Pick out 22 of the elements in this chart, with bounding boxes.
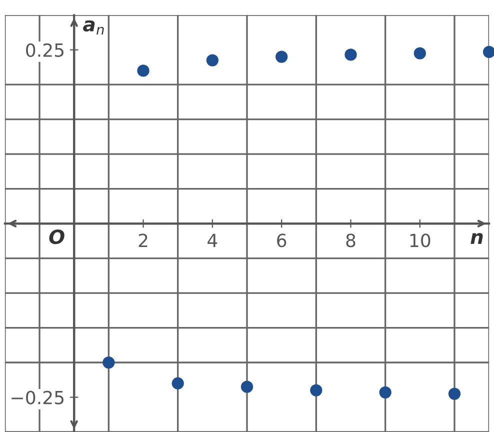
- point: [482, 46, 494, 58]
- x-tick-label: 8: [346, 234, 356, 248]
- x-tick-label: 10: [410, 234, 430, 248]
- point: [448, 388, 461, 400]
- point: [172, 377, 184, 390]
- point: [310, 384, 322, 396]
- point: [240, 380, 254, 393]
- point: [206, 54, 218, 66]
- point: [344, 48, 357, 61]
- y-tick-label: 0.25: [26, 43, 64, 57]
- point: [102, 356, 115, 369]
- y-tick-label: −0.25: [12, 390, 64, 404]
- y-axis-title: a$_{n}$: [83, 20, 104, 34]
- x-axis-title: n: [470, 233, 483, 244]
- point: [414, 47, 426, 60]
- point: [276, 50, 288, 63]
- x-tick-label: 6: [277, 234, 286, 248]
- x-tick-label: 4: [208, 234, 218, 247]
- x-tick-label: 2: [138, 234, 148, 247]
- annotation: O: [49, 229, 64, 244]
- point: [137, 64, 150, 77]
- point: [379, 386, 392, 398]
